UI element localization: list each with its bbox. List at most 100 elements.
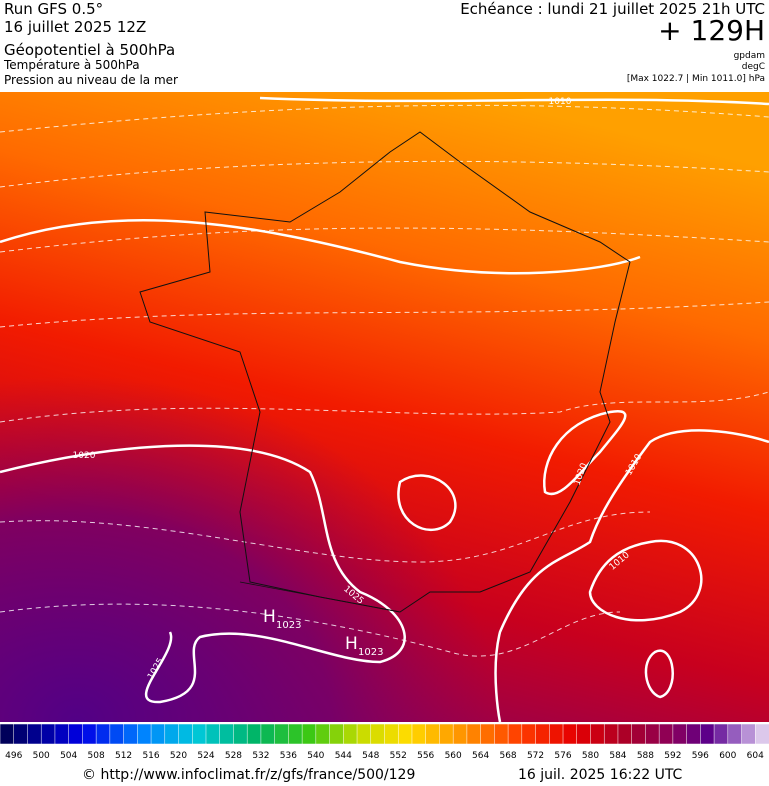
color-swatch <box>590 724 605 745</box>
run: Run GFS 0.5° <box>4 0 104 18</box>
high-symbol: H <box>263 607 276 627</box>
color-swatch <box>411 724 427 745</box>
color-swatch <box>192 724 207 745</box>
colorbar-label: 600 <box>719 751 736 761</box>
color-swatch <box>68 724 84 745</box>
colorbar-label: 512 <box>115 751 132 761</box>
color-swatch <box>727 724 743 745</box>
unit: degC <box>741 62 765 72</box>
isobar-label: 1020 <box>73 451 96 461</box>
borders <box>139 131 631 613</box>
unit: gpdam <box>733 51 765 61</box>
color-swatch <box>603 724 619 745</box>
color-swatch <box>507 724 523 745</box>
color-swatch <box>205 724 221 745</box>
colorbar-label: 584 <box>609 751 626 761</box>
color-swatch <box>288 724 303 745</box>
color-swatch <box>219 724 235 745</box>
colorbar-label: 548 <box>362 751 379 761</box>
color-swatch <box>274 724 290 745</box>
colorbar-label: 588 <box>637 751 654 761</box>
colorbar-label: 532 <box>252 751 269 761</box>
color-swatch <box>40 724 56 745</box>
colorbar-label: 556 <box>417 751 434 761</box>
field: Température à 500hPa <box>4 58 140 72</box>
color-swatch <box>617 724 633 745</box>
colorbar-label: 528 <box>225 751 242 761</box>
color-swatch <box>27 724 42 745</box>
temperature-field <box>0 92 769 722</box>
color-swatch <box>356 724 372 745</box>
generated: 16 juil. 2025 16:22 UTC <box>518 767 683 783</box>
colorbar-label: 536 <box>280 751 297 761</box>
colorbar-label: 604 <box>747 751 764 761</box>
color-swatch <box>246 724 262 745</box>
colorbar-label: 580 <box>582 751 599 761</box>
color-swatch <box>562 724 578 745</box>
isobar-label: 1010 <box>549 97 572 107</box>
color-swatch <box>123 724 139 745</box>
color-swatch <box>137 724 152 745</box>
color-swatch <box>13 724 29 745</box>
color-swatch <box>549 724 564 745</box>
colorbar-label: 516 <box>142 751 159 761</box>
color-swatch <box>645 724 660 745</box>
color-swatch <box>658 724 674 745</box>
geopotential-contours <box>0 104 769 657</box>
color-swatch <box>439 724 454 745</box>
color-swatch <box>700 724 715 745</box>
colorbar-label: 540 <box>307 751 324 761</box>
field: Pression au niveau de la mer <box>4 73 178 87</box>
color-swatch <box>466 724 482 745</box>
high-symbol: H <box>345 634 358 654</box>
color-swatch <box>713 724 729 745</box>
color-swatch <box>54 724 70 745</box>
high-value: 1023 <box>358 647 383 658</box>
color-swatch <box>521 724 537 745</box>
colorbar-label: 596 <box>692 751 709 761</box>
color-swatch <box>233 724 248 745</box>
color-swatch <box>425 724 441 745</box>
color-swatch <box>384 724 399 745</box>
colorbar-label: 576 <box>554 751 571 761</box>
color-swatch <box>329 724 345 745</box>
lead-time: + 129H <box>658 14 765 47</box>
color-swatch <box>178 724 193 745</box>
field: Géopotentiel à 500hPa <box>4 41 176 59</box>
colorbar-label: 496 <box>5 751 22 761</box>
color-swatch <box>150 724 166 745</box>
color-swatch <box>686 724 702 745</box>
color-swatch <box>494 724 509 745</box>
color-swatch <box>741 724 757 745</box>
color-swatch <box>535 724 551 745</box>
color-swatch <box>397 724 413 745</box>
color-swatch <box>452 724 468 745</box>
range: [Max 1022.7 | Min 1011.0] hPa <box>626 74 765 84</box>
colorbar: 496 500 504 508 512 516 520 524 528 532 536 540 544 5… <box>0 724 769 761</box>
color-swatch <box>109 724 125 745</box>
color-swatch <box>315 724 331 745</box>
colorbar-label: 504 <box>60 751 77 761</box>
color-swatch <box>755 724 769 745</box>
color-swatch <box>370 724 386 745</box>
source: © http://www.infoclimat.fr/z/gfs/france/… <box>82 767 416 783</box>
color-swatch <box>672 724 688 745</box>
colorbar-label: 572 <box>527 751 544 761</box>
colorbar-label: 564 <box>472 751 489 761</box>
color-swatch <box>0 724 15 745</box>
isobars <box>0 96 769 722</box>
colorbar-label: 500 <box>33 751 50 761</box>
color-swatch <box>260 724 276 745</box>
colorbar-label: 544 <box>335 751 352 761</box>
colorbar-label: 592 <box>664 751 681 761</box>
color-swatch <box>480 724 496 745</box>
colorbar-label: 508 <box>88 751 105 761</box>
color-swatch <box>301 724 317 745</box>
color-swatch <box>576 724 592 745</box>
color-swatch <box>95 724 111 745</box>
high-value: 1023 <box>276 620 301 631</box>
colorbar-label: 520 <box>170 751 187 761</box>
colorbar-label: 552 <box>390 751 407 761</box>
